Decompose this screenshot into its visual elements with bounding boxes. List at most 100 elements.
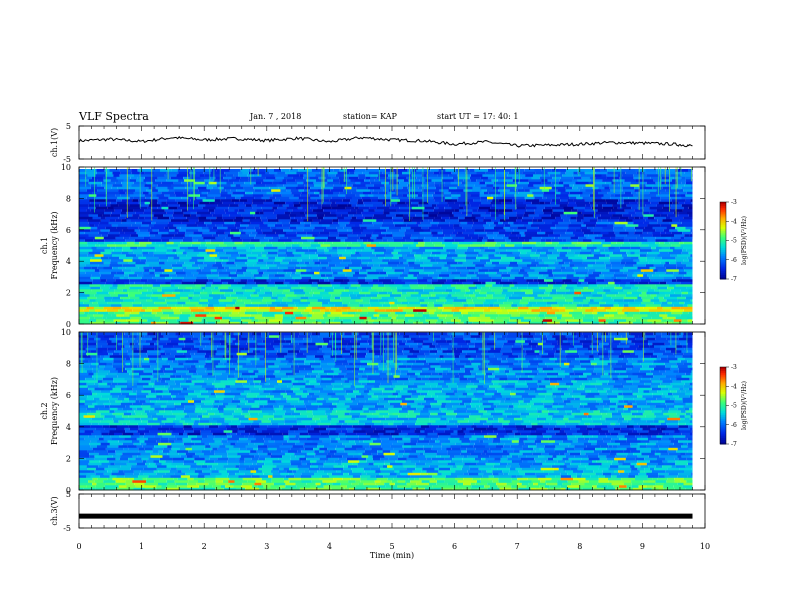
spectrogram-cell [311, 480, 323, 483]
spectrogram-cell [524, 211, 535, 215]
spectrogram-cell [328, 485, 341, 488]
spectrogram-cell [595, 269, 610, 272]
spectrogram-cell [653, 485, 664, 488]
spectrogram-cell [246, 226, 255, 230]
spectrogram-cell [384, 482, 390, 486]
spectrogram-cell [112, 306, 122, 310]
spectrogram-cell [535, 251, 541, 255]
spectrogram-cell [657, 269, 667, 272]
spectrogram-cell [395, 246, 409, 250]
spectrogram-cell [93, 306, 104, 310]
spectrogram-cell [293, 204, 301, 207]
spectrogram-cell [142, 254, 154, 257]
spectrogram-cell [448, 291, 456, 295]
spectrogram-cell [295, 249, 309, 252]
spectrogram-cell [539, 224, 547, 227]
spectrogram-cell [500, 306, 505, 310]
spectrogram-cell [240, 196, 247, 200]
spectrogram-cell [445, 196, 452, 200]
spectrogram-cell [310, 224, 322, 227]
spectrogram-cell [541, 216, 556, 220]
spectrogram-cell [352, 321, 362, 325]
spectrogram-cell [228, 234, 234, 237]
spectrogram-cell [467, 246, 480, 250]
spectrogram-cell [573, 477, 586, 481]
spectrogram-cell [388, 261, 400, 265]
spectrogram-cell [355, 306, 368, 310]
spectrogram-cell [261, 196, 270, 200]
spectrogram-cell [423, 216, 435, 220]
spectrogram-cell [666, 181, 677, 185]
spectrogram-cell [88, 206, 96, 210]
spectrogram-cell [394, 269, 405, 272]
spectrogram-cell [681, 261, 693, 265]
spectrogram-cell [453, 304, 464, 307]
spectrogram-cell [258, 319, 270, 322]
spectrogram-cell [526, 485, 540, 488]
spectrogram-cell [462, 261, 473, 265]
spectrogram-cell [610, 196, 624, 200]
spectrogram-cell [435, 294, 448, 297]
spectrogram-cell [199, 299, 209, 302]
spectrogram-cell [150, 236, 162, 240]
spectrogram-cell [349, 286, 358, 290]
spectrogram-cell [261, 229, 273, 232]
spectrogram-cell [144, 201, 150, 205]
spectrogram-cell [321, 186, 334, 190]
spectrogram-cell [595, 171, 608, 175]
spectrogram-cell [227, 226, 237, 230]
spectrogram-cell [355, 485, 366, 488]
spectrogram-cell [103, 179, 111, 182]
spectrogram-cell [344, 241, 352, 245]
spectrogram-cell [613, 304, 619, 307]
spectrogram-cell [147, 306, 159, 310]
spectrogram-cell [249, 241, 261, 245]
spectrogram-cell [452, 485, 459, 488]
spectrogram-cell [129, 279, 141, 282]
spectrogram-cell [138, 256, 146, 260]
spectrogram-cell [454, 276, 467, 280]
spectrogram-cell [306, 306, 312, 310]
spectrogram-cell [625, 171, 637, 175]
spectrogram-cell [86, 279, 93, 282]
spectrogram-cell [512, 176, 522, 180]
spectrogram-cell [147, 284, 153, 287]
spectrogram-cell [293, 241, 298, 245]
spectrogram-cell [219, 244, 227, 247]
spectrogram-cell [606, 176, 620, 180]
spectrogram-cell [629, 241, 642, 245]
spectrogram-cell [198, 480, 205, 483]
spectrogram-cell [213, 279, 221, 282]
spectrogram-cell [427, 256, 434, 260]
spectrogram-cell [451, 271, 461, 275]
spectrogram-cell [99, 304, 111, 307]
spectrogram-cell [434, 206, 439, 210]
spectrogram-cell [103, 261, 110, 265]
spectrogram-cell [373, 214, 380, 217]
spectrogram-cell [270, 226, 276, 230]
spectrogram-cell [115, 219, 122, 222]
spectrogram-cell [600, 304, 614, 307]
spectrogram-cell [79, 196, 87, 200]
spectrogram-cell [604, 314, 614, 317]
spectrogram-cell [86, 485, 95, 488]
spectrogram-cell [79, 254, 88, 257]
spectrogram-cell [480, 199, 488, 202]
spectrogram-cell [402, 186, 408, 190]
spectrogram-cell [319, 171, 328, 175]
spectrogram-cell [79, 174, 88, 177]
spectrogram-cell [356, 211, 361, 215]
spectrogram-cell [656, 169, 667, 172]
spectrogram-cell [402, 271, 409, 275]
spectrogram-cell [218, 306, 226, 310]
spectrogram-cell [690, 229, 693, 232]
spectrogram-cell [110, 204, 119, 207]
spectrogram-cell [593, 181, 606, 185]
spectrogram-cell [660, 231, 666, 235]
spectrogram-cell [168, 231, 178, 235]
spectrogram-cell [428, 214, 438, 217]
spectrogram-cell [441, 284, 451, 287]
spectrogram-cell [122, 477, 129, 481]
spectrogram-cell [339, 181, 348, 185]
spectrogram-cell [384, 246, 396, 250]
